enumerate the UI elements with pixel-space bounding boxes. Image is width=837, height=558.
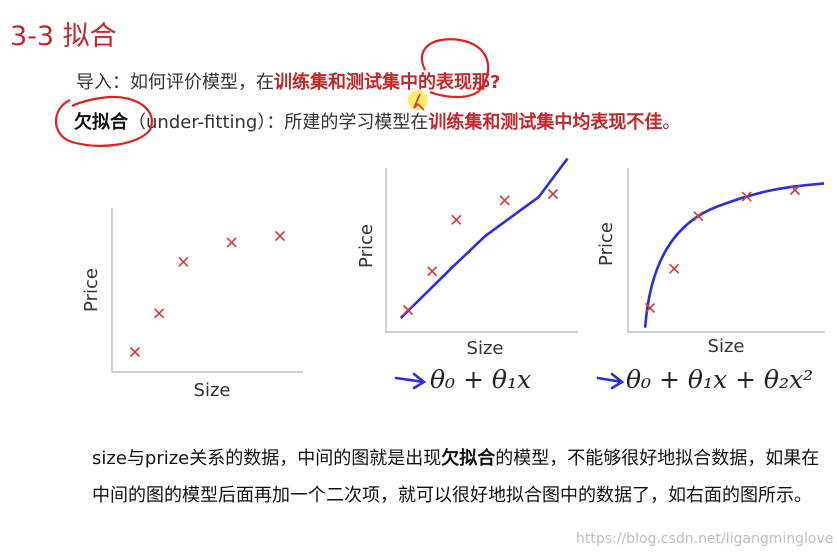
plot1-data-point: [178, 256, 189, 267]
annotation-circle-term: [55, 95, 153, 147]
annotation-circle-top: [420, 38, 490, 99]
plot3-xlabel: Size: [708, 336, 745, 357]
plot1-data-point: [274, 230, 286, 242]
intro-prefix: 导入：如何评价模型，在: [76, 72, 274, 93]
plot1-axes: [111, 208, 303, 373]
underfit-term: 欠拟合: [74, 112, 128, 133]
plot1-data-point: [226, 237, 237, 248]
underfit-english: （under-fitting）：所建的学习模型在: [128, 112, 429, 133]
plot2-data-point: [499, 195, 510, 206]
plot2-formula: θ₀ + θ₁x: [430, 365, 531, 394]
plot2-axes: [385, 168, 578, 333]
explanation-paragraph: size与prize关系的数据，中间的图就是出现欠拟合的模型，不能够很好地拟合数…: [92, 440, 832, 514]
plot3-formula: θ₀ + θ₁x + θ₂x²: [626, 365, 813, 394]
plot1-data-point: [154, 308, 165, 319]
intro-highlight: 训练集和测试集中的表现那?: [274, 72, 501, 93]
page-title: 3-3 拟合: [10, 21, 117, 52]
plot2-ylabel: Price: [356, 224, 377, 268]
plot-linear-fit: Size Price θ₀ + θ₁x: [356, 157, 578, 394]
underfit-suffix: 。: [662, 112, 681, 133]
plot2-data-point: [427, 266, 438, 277]
intro-line: 导入：如何评价模型，在训练集和测试集中的表现那?: [76, 68, 500, 94]
plot-quadratic-fit: Size Price θ₀ + θ₁x + θ₂x²: [596, 168, 825, 394]
plot3-data-point: [669, 263, 680, 274]
plot3-axes: [627, 168, 825, 333]
plot2-data-point: [547, 188, 559, 200]
plot3-data-point: [789, 184, 801, 196]
paragraph-bold-term: 欠拟合: [441, 448, 496, 469]
plot2-data-point: [402, 304, 414, 316]
plot2-data-point: [451, 214, 462, 225]
underfit-definition: 欠拟合（under-fitting）：所建的学习模型在训练集和测试集中均表现不佳…: [74, 108, 680, 134]
plot1-ylabel: Price: [81, 268, 102, 312]
watermark: https://blog.csdn.net/ligangminglove: [576, 531, 834, 547]
plot3-ylabel: Price: [596, 222, 617, 266]
underfit-highlight: 训练集和测试集中均表现不佳: [428, 112, 663, 133]
paragraph-part1: size与prize关系的数据，中间的图就是出现: [92, 448, 442, 469]
cursor-arrow-icon: [413, 93, 425, 111]
plot3-data-point: [693, 211, 704, 222]
plot-underfit-data: Size Price: [81, 208, 303, 401]
plot3-data-point: [741, 191, 752, 202]
arrow-icon: [596, 372, 625, 390]
paragraph-part2: 的模型，不能够很好地拟合数据，如果在中间的图的模型后面再加一个二次项，就可以很好…: [92, 448, 820, 506]
arrow-icon: [394, 372, 427, 390]
plot3-fit-curve: [643, 182, 825, 328]
plot3-data-point: [644, 302, 656, 314]
plot1-data-point: [129, 346, 141, 358]
plot2-xlabel: Size: [467, 338, 504, 359]
plot1-xlabel: Size: [194, 380, 231, 401]
plot2-fit-curve: [399, 157, 569, 319]
